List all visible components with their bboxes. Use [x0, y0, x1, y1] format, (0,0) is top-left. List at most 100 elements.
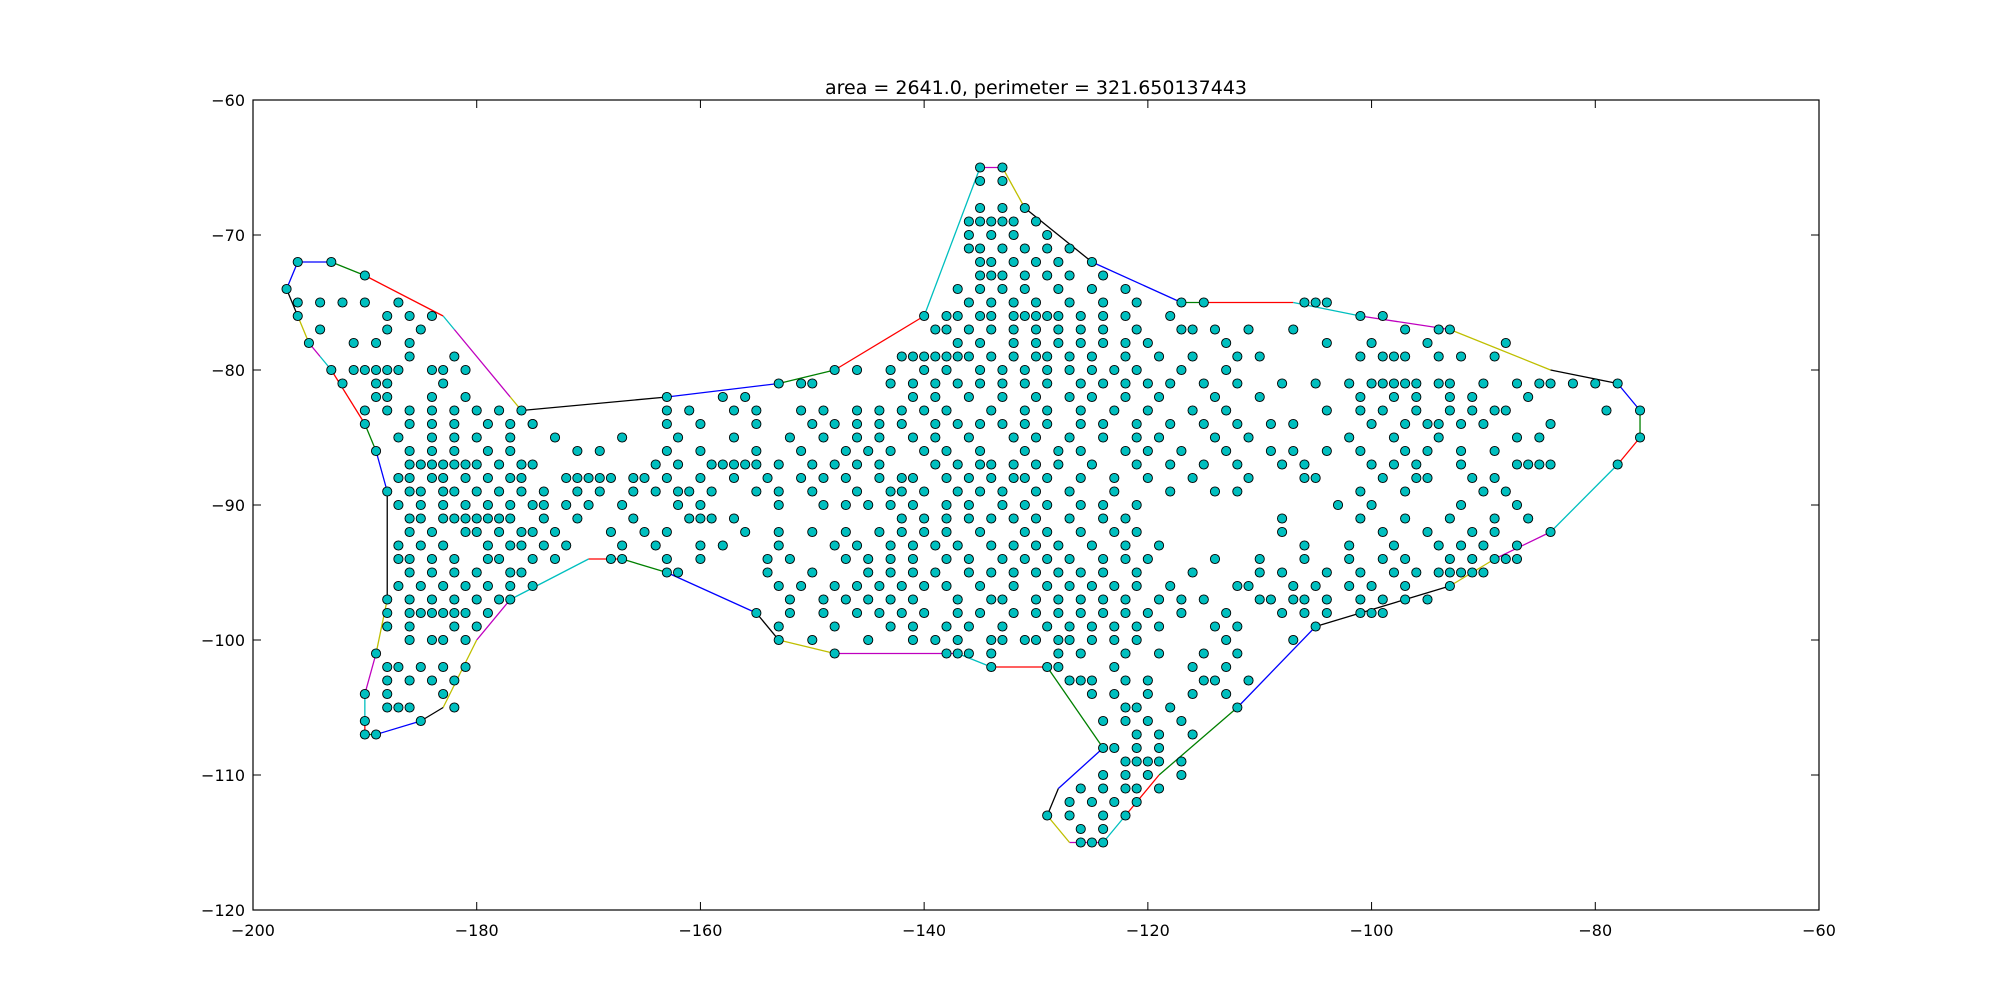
scatter-point: [907, 378, 919, 389]
scatter-point: [773, 580, 784, 592]
scatter-point: [1221, 364, 1232, 376]
scatter-point: [1075, 567, 1086, 578]
scatter-point: [840, 499, 851, 511]
scatter-point: [1042, 229, 1053, 241]
scatter-point: [426, 567, 438, 578]
scatter-point: [1377, 378, 1388, 389]
scatter-point: [404, 567, 415, 578]
scatter-point: [1120, 594, 1131, 605]
scatter-point: [1109, 405, 1120, 416]
scatter-point: [1444, 567, 1455, 578]
scatter-point: [885, 621, 896, 632]
scatter-point: [1277, 607, 1288, 619]
scatter-point: [1142, 715, 1153, 727]
scatter-point: [807, 378, 818, 389]
scatter-point: [919, 580, 930, 592]
scatter-point: [1098, 769, 1109, 781]
scatter-point: [438, 540, 449, 551]
scatter-point: [460, 472, 471, 484]
scatter-point: [1299, 459, 1310, 470]
scatter-point: [1209, 486, 1221, 497]
scatter-point: [1153, 742, 1165, 754]
scatter-point: [863, 567, 874, 578]
scatter-point: [1019, 405, 1030, 416]
scatter-point: [818, 607, 829, 619]
scatter-point: [1131, 567, 1142, 578]
scatter-point: [1288, 594, 1299, 605]
scatter-point: [650, 486, 661, 497]
scatter-point: [975, 418, 986, 430]
scatter-point: [393, 661, 404, 673]
scatter-point: [1400, 351, 1411, 362]
scatter-point: [549, 432, 561, 443]
scatter-point: [1232, 621, 1243, 632]
scatter-point: [370, 364, 382, 376]
scatter-point: [941, 324, 952, 335]
scatter-point: [1534, 378, 1545, 389]
scatter-point: [516, 472, 527, 484]
scatter-point: [963, 472, 974, 484]
scatter-point: [1030, 337, 1042, 349]
scatter-point: [1198, 418, 1209, 430]
y-tick-label: −80: [211, 361, 245, 380]
scatter-point: [1142, 553, 1153, 565]
hull-edge: [923, 167, 981, 317]
scatter-point: [1098, 553, 1109, 565]
scatter-point: [1456, 418, 1467, 430]
scatter-point: [1153, 621, 1165, 632]
scatter-point: [505, 499, 516, 511]
scatter-point: [1523, 459, 1534, 470]
scatter-point: [1411, 567, 1422, 578]
scatter-point: [684, 513, 695, 524]
scatter-point: [975, 580, 986, 592]
scatter-point: [1467, 405, 1478, 416]
scatter-point: [538, 499, 549, 511]
scatter-point: [1098, 513, 1109, 524]
scatter-point: [919, 526, 930, 538]
scatter-point: [896, 486, 907, 497]
scatter-point: [426, 553, 438, 565]
scatter-point: [1344, 540, 1355, 551]
scatter-point: [404, 486, 415, 497]
scatter-point: [661, 553, 672, 565]
scatter-point: [930, 567, 941, 578]
scatter-point: [997, 162, 1008, 173]
scatter-point: [326, 364, 337, 376]
scatter-point: [1321, 337, 1332, 349]
scatter-point: [1030, 216, 1042, 227]
scatter-point: [415, 513, 426, 524]
scatter-point: [1232, 648, 1243, 659]
scatter-point: [1467, 472, 1478, 484]
scatter-point: [415, 715, 426, 727]
scatter-point: [695, 499, 706, 511]
scatter-point: [1120, 283, 1131, 295]
scatter-point: [505, 540, 516, 551]
scatter-point: [1243, 324, 1254, 335]
scatter-point: [561, 472, 572, 484]
scatter-point: [426, 526, 438, 538]
scatter-point: [728, 432, 740, 443]
scatter-point: [1221, 634, 1232, 646]
scatter-point: [1086, 364, 1097, 376]
scatter-point: [1042, 526, 1053, 538]
scatter-point: [907, 567, 919, 578]
scatter-point: [449, 675, 460, 686]
y-tick-label: −60: [211, 91, 245, 110]
scatter-point: [449, 432, 460, 443]
hull-edge: [442, 315, 455, 330]
scatter-point: [505, 567, 516, 578]
hull-edge: [1236, 626, 1317, 708]
scatter-point: [1187, 351, 1198, 362]
scatter-point: [1400, 580, 1411, 592]
scatter-point: [941, 472, 952, 484]
scatter-point: [773, 526, 784, 538]
scatter-point: [829, 418, 840, 430]
scatter-point: [1590, 378, 1601, 389]
scatter-point: [650, 540, 661, 551]
scatter-point: [1098, 270, 1109, 281]
scatter-point: [807, 459, 818, 470]
scatter-point: [1064, 391, 1075, 403]
scatter-point: [963, 391, 974, 403]
scatter-point: [1232, 459, 1243, 470]
scatter-point: [1120, 445, 1131, 457]
